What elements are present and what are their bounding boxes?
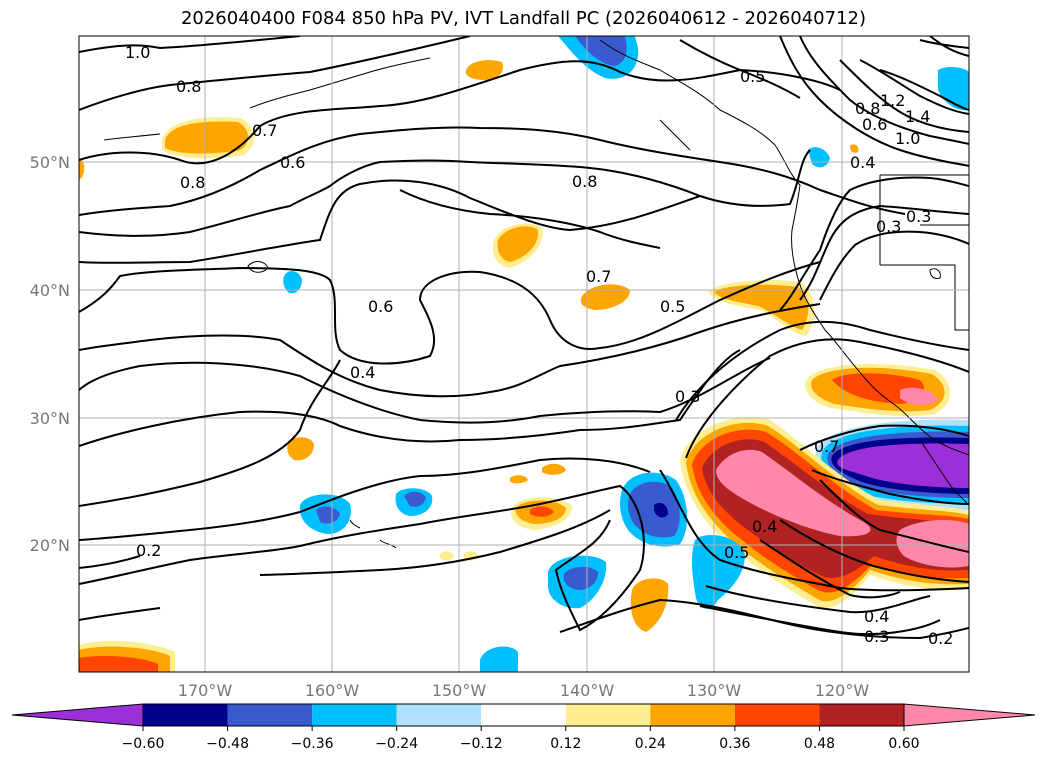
contour-label: 0.3 [864,627,889,646]
map-title: 2026040400 F084 850 hPa PV, IVT Landfall… [180,8,867,29]
colorbar-segment [143,704,228,726]
contour-label: 0.5 [740,67,765,86]
contour-label: 0.4 [350,363,375,382]
contour-label: 0.4 [864,607,889,626]
contour-label: 0.7 [586,267,611,286]
lat-label: 20°N [30,536,70,555]
colorbar: −0.60 −0.48 −0.36 −0.24 −0.12 0.12 0.24 0.36 0.4… [11,703,1036,752]
colorbar-segment [227,704,313,726]
colorbar-segment [650,704,735,726]
contour-label-layer: 1.0 0.8 0.7 0.6 0.8 0.8 0.5 0.8 0.6 1.2 … [125,43,953,648]
contour-label: 0.2 [928,629,953,648]
colorbar-segment [734,704,820,726]
latitude-labels: 50°N 40°N 30°N 20°N [30,153,70,555]
colorbar-tick-label: 0.48 [804,736,835,752]
coastline-layer [103,39,969,549]
contour-label: 0.8 [180,173,205,192]
contour-label: 0.6 [280,153,305,172]
contour-label: 0.6 [862,115,887,134]
contour-label: 0.4 [850,153,875,172]
lon-label: 130°W [687,681,742,700]
contour-label: 0.3 [876,217,901,236]
colorbar-tick-label: −0.12 [460,736,503,752]
graticule [79,36,969,672]
lat-label: 40°N [30,281,70,300]
colorbar-tick-label: 0.60 [888,736,919,752]
plot-frame [78,35,970,673]
contour-label: 0.8 [572,172,597,191]
contour-label: 0.6 [368,297,393,316]
lat-label: 30°N [30,409,70,428]
contour-label: 0.4 [752,517,777,536]
colorbar-tick-label: −0.48 [206,736,249,752]
colorbar-extend-low [11,703,144,727]
colorbar-tick-label: −0.60 [122,736,165,752]
lat-label: 50°N [30,153,70,172]
contour-label: 0.5 [724,543,749,562]
contour-label: 0.3 [675,387,700,406]
colorbar-tick-label: 0.24 [635,736,666,752]
lon-label: 160°W [305,681,360,700]
contour-label: 0.2 [136,541,161,560]
contour-label: 0.8 [176,77,201,96]
colorbar-frame [142,703,905,727]
contour-label: 0.5 [660,297,685,316]
contour-label: 1.4 [905,107,930,126]
colorbar-segment [396,704,482,726]
pv-contours [79,36,969,640]
contour-label: 0.7 [814,437,839,456]
contour-label: 0.3 [906,207,931,226]
contour-label: 0.8 [855,99,880,118]
lon-label: 140°W [560,681,615,700]
colorbar-tick-label: −0.36 [291,736,334,752]
colorbar-segment [312,704,397,726]
colorbar-segment [819,704,904,726]
colorbar-segment [481,704,566,726]
colorbar-tick-label: 0.12 [550,736,581,752]
colorbar-segment [565,704,651,726]
lon-label: 170°W [178,681,233,700]
contour-label: 0.7 [252,121,277,140]
colorbar-tick-label: −0.24 [375,736,418,752]
colorbar-extend-high [903,703,1036,727]
lon-label: 150°W [432,681,487,700]
contour-label: 1.0 [895,129,920,148]
anomaly-fill-layer [79,36,969,672]
colorbar-tick-label: 0.36 [719,736,750,752]
longitude-labels: 170°W 160°W 150°W 140°W 130°W 120°W [178,681,870,700]
contour-label: 1.0 [125,43,150,62]
lon-label: 120°W [815,681,870,700]
contour-label: 1.2 [880,91,905,110]
